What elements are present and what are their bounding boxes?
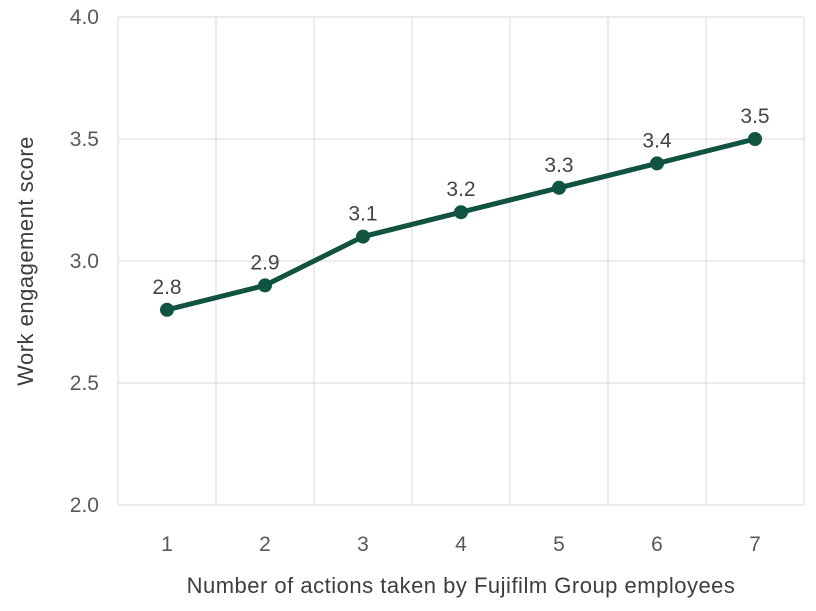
x-tick-label: 3 <box>357 533 369 556</box>
data-point-label: 3.1 <box>348 203 377 226</box>
x-tick-label: 1 <box>161 533 173 556</box>
data-point-label: 3.4 <box>642 129 672 152</box>
data-point-label: 3.2 <box>446 178 475 201</box>
data-point-marker <box>160 302 174 317</box>
y-tick-label: 4.0 <box>70 6 99 29</box>
x-tick-label: 5 <box>553 533 565 556</box>
y-tick-label: 2.5 <box>70 372 99 395</box>
data-point-marker <box>552 180 566 195</box>
y-axis-title: Work engagement score <box>13 136 38 386</box>
x-tick-label: 7 <box>749 533 761 556</box>
y-tick-label: 3.5 <box>70 128 99 151</box>
x-tick-label: 4 <box>455 533 467 556</box>
x-tick-label: 2 <box>259 533 271 556</box>
y-tick-label: 2.0 <box>70 494 99 517</box>
data-point-marker <box>650 156 664 171</box>
data-point-marker <box>748 132 762 146</box>
y-tick-label: 3.0 <box>70 250 99 273</box>
data-point-marker <box>356 229 370 244</box>
x-tick-label: 6 <box>651 533 663 556</box>
data-point-label: 2.9 <box>250 251 279 274</box>
x-axis-title: Number of actions taken by Fujifilm Grou… <box>187 573 736 598</box>
line-series <box>164 136 758 313</box>
data-point-marker <box>454 205 468 220</box>
data-point-label: 3.5 <box>740 105 769 128</box>
data-point-label: 2.8 <box>152 276 181 299</box>
data-point-marker <box>258 278 272 293</box>
data-point-label: 3.3 <box>544 154 573 177</box>
